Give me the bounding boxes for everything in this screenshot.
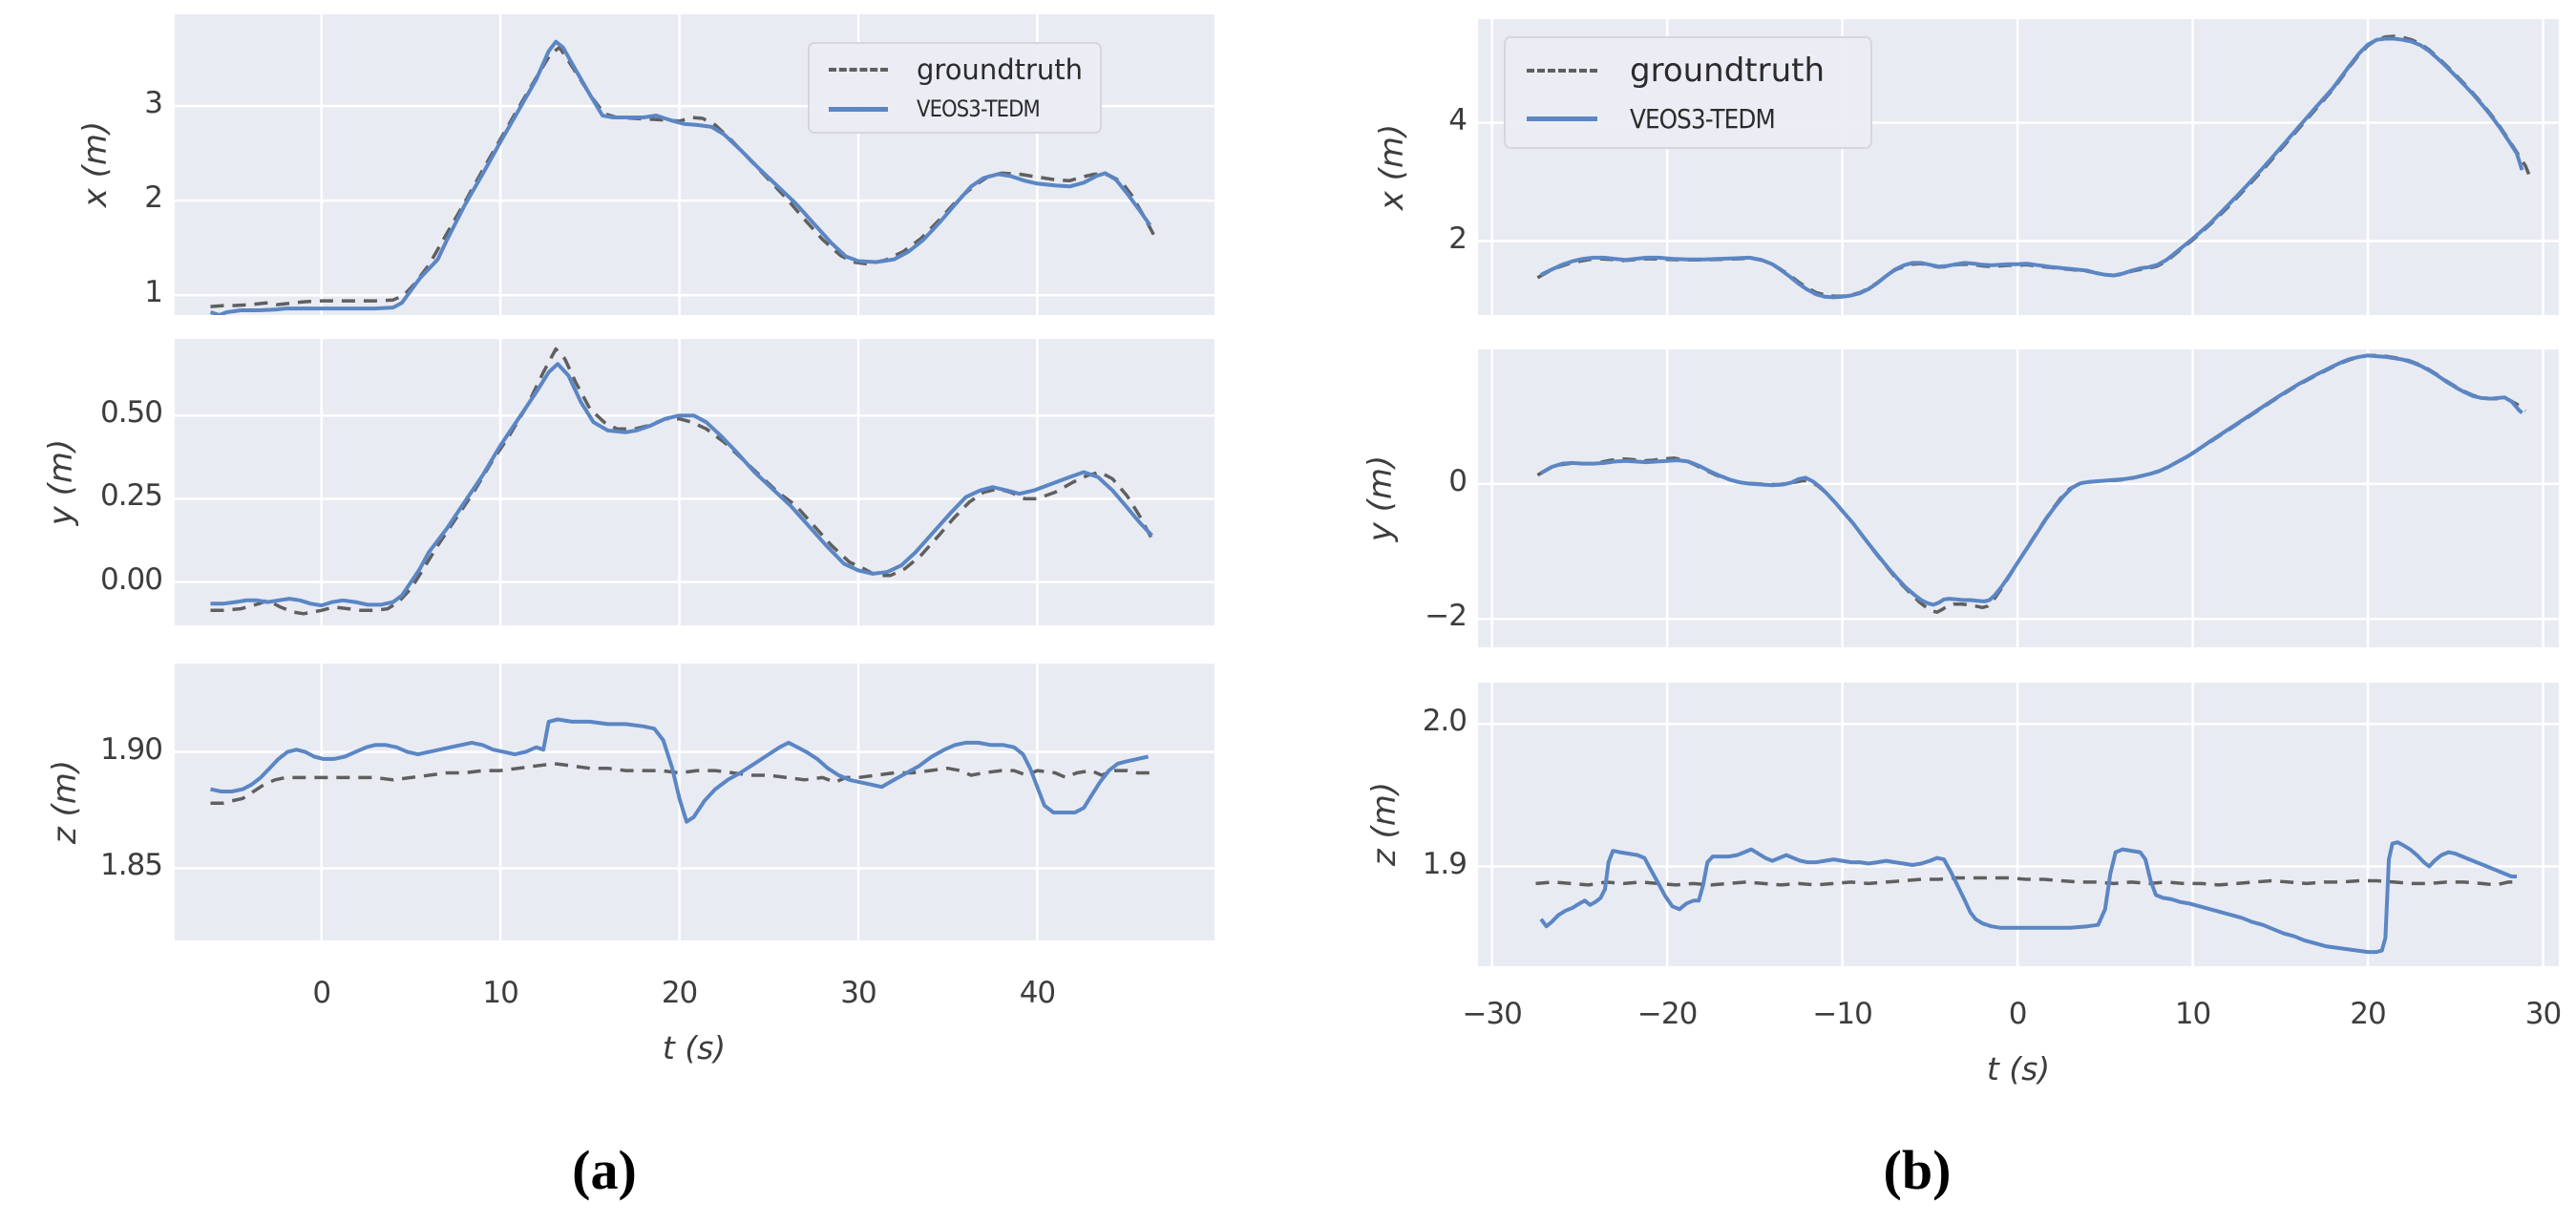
y-tick-label: 1.9	[1422, 846, 1467, 881]
legend-row-model: VEOS3-TEDM	[1527, 103, 1857, 135]
y-tick-label: 2	[144, 180, 163, 216]
plot-canvas	[175, 339, 1214, 625]
y-tick-label: 2	[1448, 221, 1467, 256]
caption-b: (b)	[1883, 1139, 1952, 1201]
y-tick-label: 0	[1448, 463, 1467, 498]
groundtruth-line	[210, 347, 1153, 616]
solid-line-icon	[1527, 116, 1597, 121]
x-tick-label: 30	[840, 976, 876, 1010]
plot-canvas	[1478, 349, 2559, 647]
y-tick-label: 1	[144, 275, 163, 310]
subplot-a-y	[175, 339, 1214, 625]
x-tick-label: −10	[1812, 997, 1872, 1031]
veos3-tedm-line	[1540, 36, 2524, 300]
plot-canvas	[175, 664, 1214, 940]
legend-label-groundtruth: groundtruth	[1630, 51, 1826, 90]
solid-line-icon	[829, 106, 888, 112]
y-axis-label-a-z: z (m)	[46, 759, 84, 845]
veos3-tedm-line	[1540, 353, 2523, 607]
veos3-tedm-line	[1539, 840, 2517, 955]
x-axis-label-a: t (s)	[662, 1029, 727, 1066]
legend-label-model: VEOS3-TEDM	[1630, 102, 1776, 135]
plot-canvas	[175, 14, 1214, 315]
legend-label-groundtruth: groundtruth	[917, 53, 1084, 86]
veos3-tedm-line	[210, 717, 1150, 824]
y-tick-label: 1.85	[99, 848, 163, 883]
plot-canvas	[1478, 683, 2559, 966]
y-tick-label: 4	[1448, 102, 1467, 137]
x-tick-label: 10	[482, 976, 518, 1010]
x-tick-label: 0	[2008, 997, 2028, 1031]
x-tick-label: 0	[312, 976, 331, 1010]
x-tick-label: 20	[661, 976, 698, 1010]
x-axis-label-b: t (s)	[1986, 1050, 2051, 1087]
caption-a: (a)	[572, 1139, 637, 1201]
y-tick-label: 0.00	[99, 561, 163, 597]
dashed-line-icon	[829, 68, 888, 72]
y-tick-label: 0.25	[99, 478, 163, 514]
groundtruth-line	[210, 762, 1151, 805]
y-tick-label: 1.90	[99, 731, 163, 767]
x-tick-label: −20	[1636, 997, 1698, 1031]
y-tick-label: 0.50	[99, 395, 163, 431]
subplot-b-y	[1478, 349, 2559, 647]
veos3-tedm-line	[209, 39, 1152, 315]
legend-row-model: VEOS3-TEDM	[829, 95, 1087, 122]
x-tick-label: 40	[1019, 976, 1056, 1010]
x-tick-label: 20	[2350, 997, 2386, 1031]
y-tick-label: −2	[1425, 599, 1467, 634]
groundtruth-line	[1535, 876, 2519, 887]
legend-row-groundtruth: groundtruth	[1527, 52, 1857, 90]
legend-label-model: VEOS3-TEDM	[917, 95, 1041, 122]
x-tick-label: 30	[2524, 997, 2562, 1031]
dashed-line-icon	[1527, 68, 1597, 73]
subplot-a-z	[175, 664, 1214, 940]
y-tick-label: 3	[144, 86, 163, 121]
subplot-b-z	[1478, 683, 2559, 966]
veos3-tedm-line	[210, 362, 1153, 608]
x-tick-label: −30	[1462, 997, 1522, 1031]
y-tick-label: 2.0	[1422, 704, 1467, 739]
legend-row-groundtruth: groundtruth	[829, 53, 1087, 86]
legend-b: groundtruth VEOS3-TEDM	[1504, 36, 1872, 149]
legend-a: groundtruth VEOS3-TEDM	[808, 42, 1102, 134]
x-tick-label: 10	[2174, 997, 2211, 1031]
